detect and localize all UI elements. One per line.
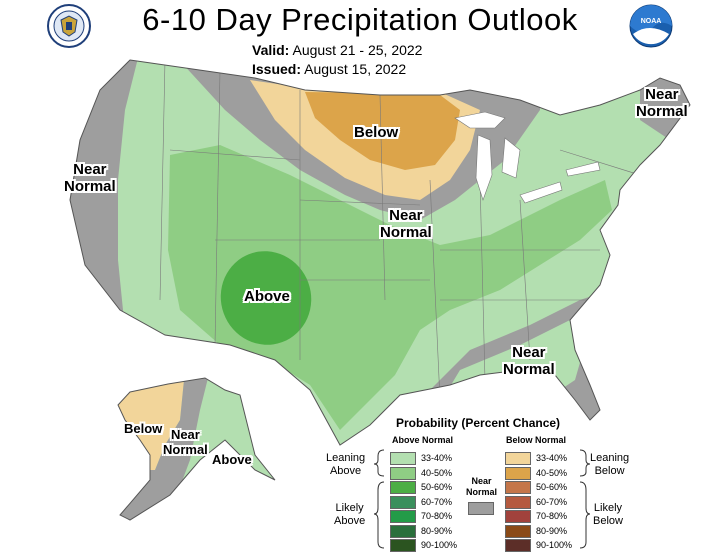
legend-likely-above: Likely Above [334, 502, 366, 527]
label-near-normal-southeast: Near Normal [503, 344, 555, 378]
label-near-normal-west: Near Normal [64, 161, 116, 195]
label-alaska-below: Below [124, 421, 163, 436]
alaska-outline [117, 377, 276, 521]
label-alaska-above: Above [212, 452, 252, 467]
legend-leaning-above: Leaning Above [326, 452, 366, 477]
above-50-60-zone [220, 251, 312, 345]
below-legend-range-label: 33-40% [536, 453, 568, 463]
label-below: Below [354, 124, 399, 141]
above-legend-range-label: 60-70% [421, 496, 453, 507]
below-legend-swatch [505, 510, 531, 523]
issued-date-row: Issued: August 15, 2022 [252, 61, 406, 77]
below-legend-range-label: 40-50% [536, 467, 568, 478]
above-legend-range-label: 70-80% [421, 511, 453, 521]
above-legend-swatch [390, 495, 416, 509]
above-legend-swatch [390, 481, 416, 494]
below-legend-swatch [505, 539, 531, 552]
conus-outline [69, 59, 691, 446]
legend-near-normal-label: Near Normal [466, 476, 498, 497]
below-legend-range-label: 80-90% [536, 525, 568, 536]
below-legend-swatch [505, 524, 531, 538]
label-near-normal-central: Near Normal [380, 207, 432, 241]
below-legend-swatch [505, 452, 531, 465]
legend-above-braces [373, 449, 385, 549]
below-legend-range-label: 90-100% [536, 540, 573, 550]
label-near-normal-northeast: Near Normal [636, 86, 688, 120]
above-legend-swatch [390, 452, 416, 465]
legend-above-header: Above Normal [392, 435, 454, 445]
issued-label: Issued: [252, 61, 302, 77]
below-40-50-zone [305, 92, 460, 170]
state-boundaries [159, 60, 641, 401]
below-legend-swatch [505, 481, 531, 494]
valid-label: Valid: [252, 42, 290, 58]
above-legend-range-label: 50-60% [421, 482, 453, 492]
legend-leaning-below: Leaning Below [590, 452, 630, 477]
above-40-50-zone [168, 145, 612, 430]
above-legend-range-label: 40-50% [421, 467, 453, 478]
above-legend-range-label: 33-40% [421, 453, 453, 463]
label-alaska-near-normal: Near Normal [163, 427, 208, 457]
above-legend-swatch [390, 466, 416, 480]
above-legend-swatch [390, 510, 416, 523]
issued-date: August 15, 2022 [304, 61, 407, 77]
map-title: 6-10 Day Precipitation Outlook [142, 2, 578, 37]
valid-dates: August 21 - 25, 2022 [292, 42, 423, 58]
label-above: Above [244, 288, 290, 305]
below-legend-swatch [505, 466, 531, 480]
above-legend-swatch [390, 524, 416, 538]
above-legend-swatch [390, 539, 416, 552]
legend-below-header: Below Normal [506, 435, 567, 445]
legend-likely-below: Likely Below [593, 502, 623, 527]
legend-title: Probability (Percent Chance) [396, 416, 561, 430]
below-legend-range-label: 50-60% [536, 482, 568, 492]
noaa-logo: NOAA [629, 4, 673, 48]
above-legend-range-label: 80-90% [421, 525, 453, 536]
commerce-seal-logo [47, 4, 91, 48]
above-legend-range-label: 90-100% [421, 540, 458, 550]
below-legend-swatch [505, 495, 531, 509]
great-lakes [454, 111, 601, 204]
valid-dates-row: Valid: August 21 - 25, 2022 [252, 42, 422, 58]
below-legend-range-label: 60-70% [536, 496, 568, 507]
svg-text:NOAA: NOAA [641, 18, 662, 25]
legend-near-normal-swatch [468, 502, 494, 515]
legend-below-braces [579, 449, 591, 549]
below-legend-range-label: 70-80% [536, 511, 568, 521]
